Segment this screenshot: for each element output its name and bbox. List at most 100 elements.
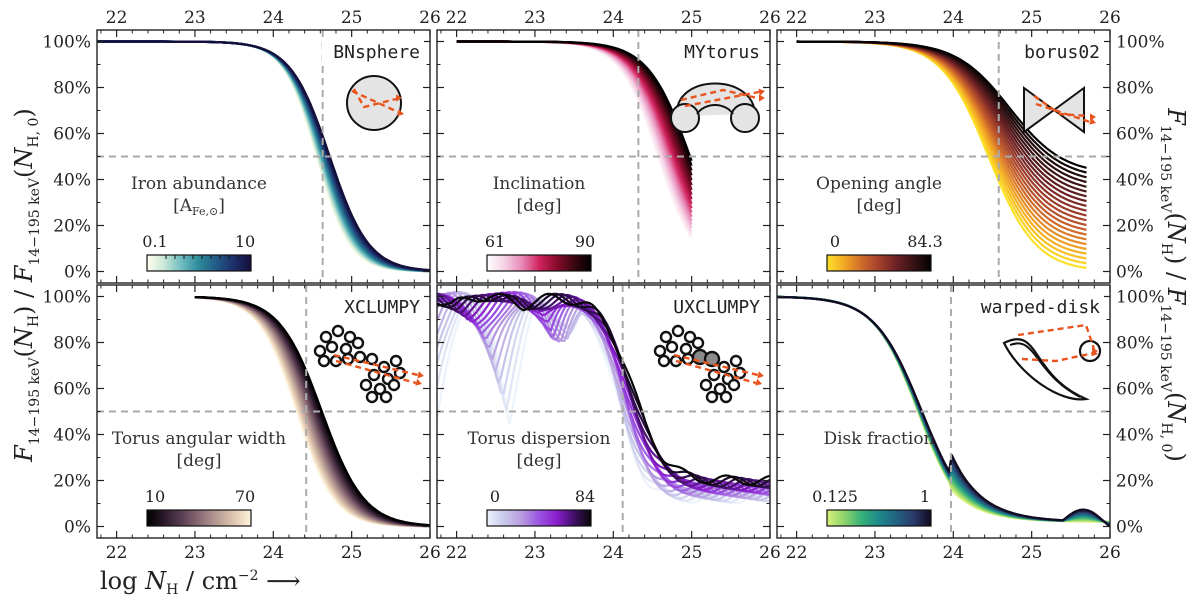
series-line (456, 40, 693, 162)
colorbar-gradient (486, 254, 592, 272)
x-tick-label-bottom: 25 (1021, 543, 1043, 563)
light-path-arrow (333, 353, 419, 377)
clump (365, 352, 379, 366)
y-tick-label-left: 60% (53, 125, 91, 145)
y-tick-label-right: 20% (1116, 472, 1154, 492)
colorbar-min-label: 0.125 (812, 487, 858, 506)
colorbar-unit: [deg] (516, 196, 561, 216)
panel-xclumpy: 22 23 24 25 26 0% 20% 40% 60% 80% 100% XCLUMPY Torus… (42, 284, 441, 563)
colorbar-max-label: 70 (235, 487, 255, 506)
colorbar-title: Opening angle (816, 174, 942, 194)
x-tick-label-bottom: 24 (942, 543, 964, 563)
panel-name-background (333, 293, 424, 319)
panel-name-background (1013, 38, 1104, 64)
series-curves (97, 40, 430, 273)
x-tick-label-top: 23 (524, 8, 546, 28)
colorbar-gradient (486, 509, 592, 527)
light-path-arrow (1017, 323, 1096, 350)
series-line (456, 40, 693, 229)
series-line (437, 292, 770, 490)
x-tick-label-top: 22 (786, 8, 808, 28)
colorbar: Disk fraction 0.125 1 (812, 429, 935, 527)
x-tick-label-bottom: 23 (864, 543, 886, 563)
arrow-head (415, 378, 422, 386)
y-tick-label-right: 60% (1116, 125, 1154, 145)
x-tick-label-top: 24 (942, 8, 964, 28)
arrow-head (755, 378, 762, 386)
y-axis-label-left: F14−195 keV(NH) / F14−195 keV(NH, 0) (10, 108, 43, 463)
series-curves (777, 295, 1110, 528)
y-tick-label-right: 20% (1116, 217, 1154, 237)
y-tick-label-right: 80% (1116, 79, 1154, 99)
geometry-schematic (653, 324, 764, 404)
y-tick-label-left: 20% (53, 217, 91, 237)
series-line (437, 291, 770, 494)
panel-warped-disk: 22 23 24 25 26 0% 20% 40% 60% 80% 100% warped-disk D… (776, 284, 1165, 563)
panel-name-background (967, 293, 1104, 319)
svg-text:F14−195 keV(NH) / F14−195 keV(: F14−195 keV(NH) / F14−195 keV(NH, 0) (1157, 107, 1190, 462)
sphere-shape (346, 75, 402, 131)
light-path-arrow (1021, 351, 1095, 363)
series-curves (456, 40, 693, 242)
panel-name: warped-disk (981, 297, 1100, 318)
series-line (796, 40, 1087, 169)
y-tick-label-left: 0% (64, 518, 91, 538)
colorbar-title: Inclination (493, 174, 586, 194)
y-tick-label-right: 40% (1116, 171, 1154, 191)
x-tick-label-top: 26 (759, 8, 781, 28)
clump (331, 324, 345, 338)
torus-left-lobe (670, 103, 700, 133)
series-line (796, 40, 1087, 255)
y-tick-label-left: 20% (53, 472, 91, 492)
panel-name-background (662, 293, 764, 319)
y-tick-label-left: 80% (53, 79, 91, 99)
series-curves (194, 296, 430, 528)
colorbar-min-label: 0 (830, 232, 840, 251)
x-tick-label-bottom: 25 (681, 543, 703, 563)
x-tick-label-bottom: 26 (1099, 543, 1121, 563)
cone-right (1052, 86, 1085, 134)
panel-name: MYtorus (684, 42, 760, 63)
colorbar-gradient (826, 509, 932, 527)
x-tick-label-top: 25 (681, 8, 703, 28)
colorbar-max-label: 84 (575, 487, 595, 506)
light-path-arrow (675, 359, 757, 385)
panels: 22 23 24 25 260%20%40%60%80%100% BNsphereIron… (42, 8, 1164, 563)
y-tick-label-left: 40% (53, 426, 91, 446)
panel-name-background (322, 38, 424, 64)
colorbar: Iron abundance[AFe,⊙] 0.1 10 (131, 174, 267, 272)
clump (727, 378, 741, 392)
clump (319, 330, 333, 344)
x-tick-label-bottom: 22 (446, 543, 468, 563)
colorbar-max-label: 1 (920, 487, 930, 506)
arrow-head (1089, 117, 1096, 125)
geometry-schematic (346, 75, 404, 131)
clump (313, 344, 327, 358)
torus-inner-edge (696, 104, 734, 115)
colorbar-min-label: 10 (145, 487, 165, 506)
panel-name-background (673, 38, 764, 64)
panel-name: XCLUMPY (344, 297, 420, 318)
arrow-head (417, 371, 424, 379)
x-tick-label-bottom: 22 (786, 543, 808, 563)
x-tick-label-top: 24 (262, 8, 284, 28)
clump (653, 344, 667, 358)
series-line (777, 295, 1110, 528)
colorbar-min-label: 61 (485, 232, 505, 251)
light-path-arrow (352, 88, 397, 109)
panel-borus02: 22 23 24 25 26 0% 20% 40% 60% 80% 100% borus02 Openi… (776, 8, 1165, 284)
colorbar-max-label: 84.3 (907, 232, 943, 251)
y-tick-label-right: 40% (1116, 426, 1154, 446)
series-line (437, 292, 770, 497)
x-tick-label-top: 25 (1021, 8, 1043, 28)
y-tick-label-right: 0% (1116, 518, 1143, 538)
colorbar: Torus dispersion[deg] 0 84 (468, 429, 611, 527)
clump (317, 354, 331, 368)
x-tick-label-bottom: 24 (262, 543, 284, 563)
arrow-head (757, 371, 764, 379)
light-path-arrow (684, 90, 760, 108)
colorbar-max-label: 10 (235, 232, 255, 251)
panel-name: UXCLUMPY (673, 297, 760, 318)
x-tick-label-top: 22 (106, 8, 128, 28)
